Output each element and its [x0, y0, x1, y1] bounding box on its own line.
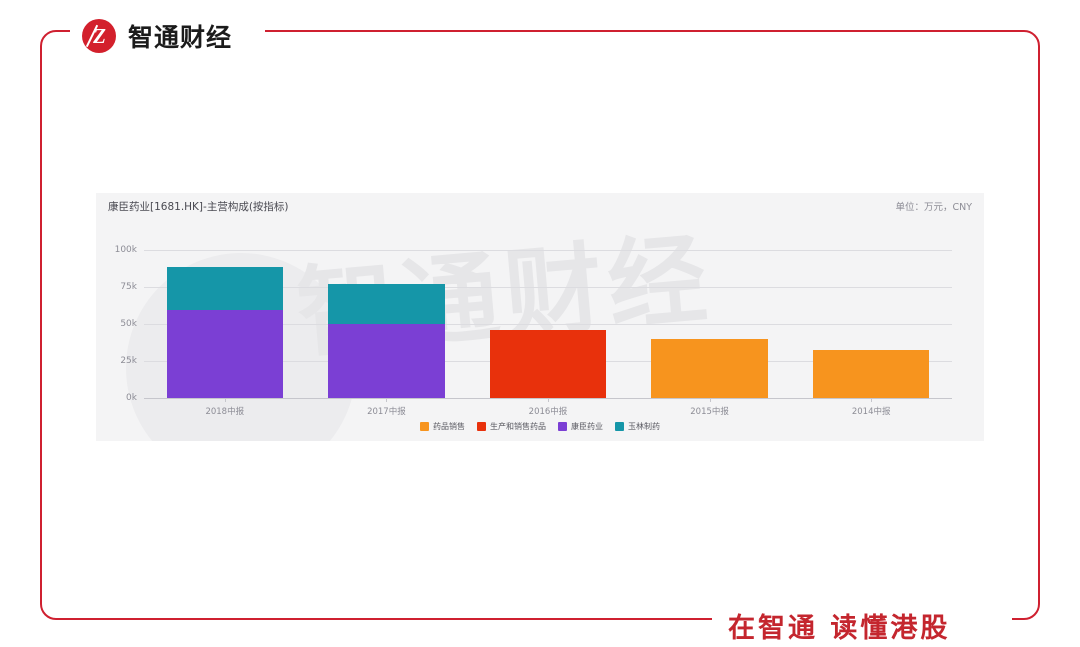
- bar-segment[interactable]: [813, 350, 930, 398]
- legend-swatch-icon: [420, 422, 429, 431]
- x-axis-tick: [224, 398, 226, 402]
- chart-header: 康臣药业[1681.HK]-主营构成(按指标) 单位：万元，CNY: [96, 193, 984, 219]
- chart-title: 康臣药业[1681.HK]-主营构成(按指标): [108, 201, 289, 213]
- y-axis-tick-label: 0k: [126, 393, 137, 403]
- legend-swatch-icon: [477, 422, 486, 431]
- bar-segment[interactable]: [166, 310, 283, 398]
- y-axis-tick-label: 100k: [114, 245, 137, 255]
- brand-logo: Z 智通财经: [82, 18, 232, 54]
- bar-segment[interactable]: [328, 283, 445, 325]
- x-axis-tick-label: 2017中报: [367, 407, 406, 417]
- legend-label: 玉林制药: [628, 422, 660, 431]
- x-axis-tick-label: 2014中报: [851, 407, 891, 417]
- legend-label: 康臣药业: [571, 422, 603, 431]
- brand-mark-icon: Z: [82, 19, 116, 53]
- red-decorative-frame: [40, 30, 1040, 620]
- chart-unit-note: 单位：万元，CNY: [895, 202, 972, 213]
- bar-group[interactable]: 2017中报: [328, 283, 445, 417]
- chart-panel: 智通财经 康臣药业[1681.HK]-主营构成(按指标) 单位：万元，CNY 0…: [96, 193, 984, 441]
- x-axis-tick-label: 2018中报: [205, 407, 245, 417]
- bar-segment[interactable]: [328, 324, 445, 398]
- y-axis-tick-label: 50k: [120, 319, 137, 329]
- chart-legend: 药品销售 生产和销售药品 康臣药业 玉林制药: [96, 421, 984, 432]
- x-axis-tick: [871, 398, 873, 402]
- bar-group[interactable]: 2018中报: [166, 266, 283, 417]
- gridline: [144, 250, 952, 251]
- legend-swatch-icon: [615, 422, 624, 431]
- bar-segment[interactable]: [489, 329, 607, 398]
- legend-item[interactable]: 生产和销售药品: [477, 421, 546, 432]
- tagline-text: 在智通 读懂港股: [728, 613, 951, 644]
- plot-area: 0k 25k 50k 75k 100k 2018中报 2017中报 2016中报 2015中报 2…: [115, 245, 952, 417]
- y-axis-tick-label: 75k: [120, 282, 137, 292]
- x-axis-tick: [386, 398, 388, 402]
- y-axis-tick-label: 25k: [120, 356, 137, 366]
- x-axis-tick: [709, 398, 711, 402]
- legend-label: 生产和销售药品: [490, 422, 546, 431]
- legend-label: 药品销售: [433, 422, 465, 431]
- gridline: [144, 287, 952, 288]
- legend-item[interactable]: 药品销售: [420, 421, 465, 432]
- brand-letter: Z: [93, 23, 106, 48]
- bar-group[interactable]: 2016中报: [489, 329, 607, 417]
- bar-group[interactable]: 2014中报: [813, 350, 930, 417]
- bar-segment[interactable]: [651, 339, 768, 398]
- x-axis-tick: [547, 398, 549, 402]
- x-axis-tick-label: 2016中报: [528, 407, 568, 417]
- bar-group[interactable]: 2015中报: [651, 339, 768, 417]
- x-axis-tick-label: 2015中报: [690, 407, 729, 417]
- gridline: [144, 324, 952, 325]
- brand-name: 智通财经: [128, 23, 233, 52]
- legend-swatch-icon: [558, 422, 567, 431]
- legend-item[interactable]: 康臣药业: [558, 421, 603, 432]
- frame-gap-tagline: [712, 606, 1012, 638]
- bar-segment[interactable]: [166, 266, 283, 311]
- legend-item[interactable]: 玉林制药: [615, 421, 660, 432]
